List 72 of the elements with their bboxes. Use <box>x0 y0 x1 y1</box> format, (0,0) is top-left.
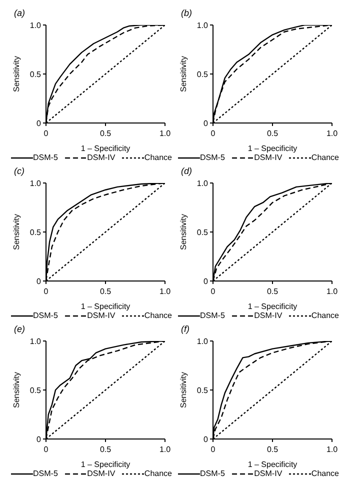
x-axis-title: 1 – Specificity <box>248 302 298 311</box>
legend-label: DSM-5 <box>200 469 225 478</box>
y-tick-label: 1.0 <box>196 337 209 346</box>
chart-title: (f) <box>180 324 190 335</box>
y-axis-title: Sensitivity <box>12 214 21 250</box>
y-tick-label: 0.5 <box>30 386 42 395</box>
legend-label: DSM-5 <box>33 153 58 162</box>
x-tick-label: 0 <box>44 287 49 296</box>
y-tick-label: 0.5 <box>196 386 209 395</box>
y-tick-label: 0 <box>204 119 209 128</box>
y-tick-label: 0.5 <box>196 228 209 237</box>
chart-title: (e) <box>13 324 26 335</box>
x-axis-title: 1 – Specificity <box>80 144 130 153</box>
y-tick-label: 0 <box>204 435 209 444</box>
x-tick-label: 1.0 <box>326 445 338 454</box>
x-tick-label: 1.0 <box>326 129 338 138</box>
legend-label: Chance <box>144 153 172 162</box>
chart-title: (b) <box>180 8 193 19</box>
y-tick-label: 1.0 <box>30 179 42 188</box>
y-tick-label: 0 <box>36 119 42 128</box>
y-axis-title: Sensitivity <box>178 372 188 408</box>
legend-label: DSM-5 <box>33 311 58 320</box>
x-axis-title: 1 – Specificity <box>80 460 130 469</box>
x-tick-label: 0 <box>210 129 216 138</box>
y-tick-label: 1.0 <box>196 179 209 188</box>
legend-label: Chance <box>144 311 172 320</box>
legend-label: DSM-IV <box>87 311 116 320</box>
legend-label: DSM-5 <box>200 153 225 162</box>
y-tick-label: 1.0 <box>30 337 42 346</box>
x-tick-label: 0.5 <box>266 445 279 454</box>
y-tick-label: 1.0 <box>196 21 209 30</box>
legend-label: Chance <box>311 153 339 162</box>
legend-label: DSM-IV <box>254 311 282 320</box>
x-axis-title: 1 – Specificity <box>248 144 298 153</box>
y-tick-label: 0.5 <box>30 228 42 237</box>
y-tick-label: 0.5 <box>30 70 42 79</box>
y-axis-title: Sensitivity <box>178 56 188 92</box>
x-axis-title: 1 – Specificity <box>248 460 298 469</box>
chart-title: (c) <box>13 166 26 177</box>
y-axis-title: Sensitivity <box>178 214 188 250</box>
y-tick-label: 1.0 <box>30 21 42 30</box>
x-tick-label: 1.0 <box>159 445 172 454</box>
legend-label: Chance <box>144 469 172 478</box>
legend-label: Chance <box>311 311 339 320</box>
legend-label: DSM-IV <box>254 153 282 162</box>
legend-label: DSM-IV <box>87 469 116 478</box>
x-tick-label: 0.5 <box>266 129 279 138</box>
legend-label: DSM-5 <box>33 469 58 478</box>
x-tick-label: 0.5 <box>100 445 112 454</box>
x-tick-label: 1.0 <box>159 287 172 296</box>
legend-label: DSM-5 <box>200 311 225 320</box>
x-tick-label: 0 <box>44 129 49 138</box>
x-axis-title: 1 – Specificity <box>80 302 130 311</box>
y-tick-label: 0 <box>36 277 42 286</box>
x-tick-label: 0 <box>210 445 216 454</box>
x-tick-label: 0.5 <box>100 129 112 138</box>
legend-label: DSM-IV <box>87 153 116 162</box>
x-tick-label: 0 <box>44 445 49 454</box>
legend-label: Chance <box>311 469 339 478</box>
y-tick-label: 0 <box>204 277 209 286</box>
y-axis-title: Sensitivity <box>12 372 21 408</box>
chart-title: (a) <box>13 8 26 19</box>
chart-title: (d) <box>180 166 193 177</box>
x-tick-label: 1.0 <box>159 129 172 138</box>
y-tick-label: 0 <box>36 435 42 444</box>
x-tick-label: 0.5 <box>266 287 279 296</box>
x-tick-label: 0.5 <box>100 287 112 296</box>
legend-label: DSM-IV <box>254 469 282 478</box>
x-tick-label: 0 <box>210 287 216 296</box>
x-tick-label: 1.0 <box>326 287 338 296</box>
y-axis-title: Sensitivity <box>12 56 21 92</box>
y-tick-label: 0.5 <box>196 70 209 79</box>
